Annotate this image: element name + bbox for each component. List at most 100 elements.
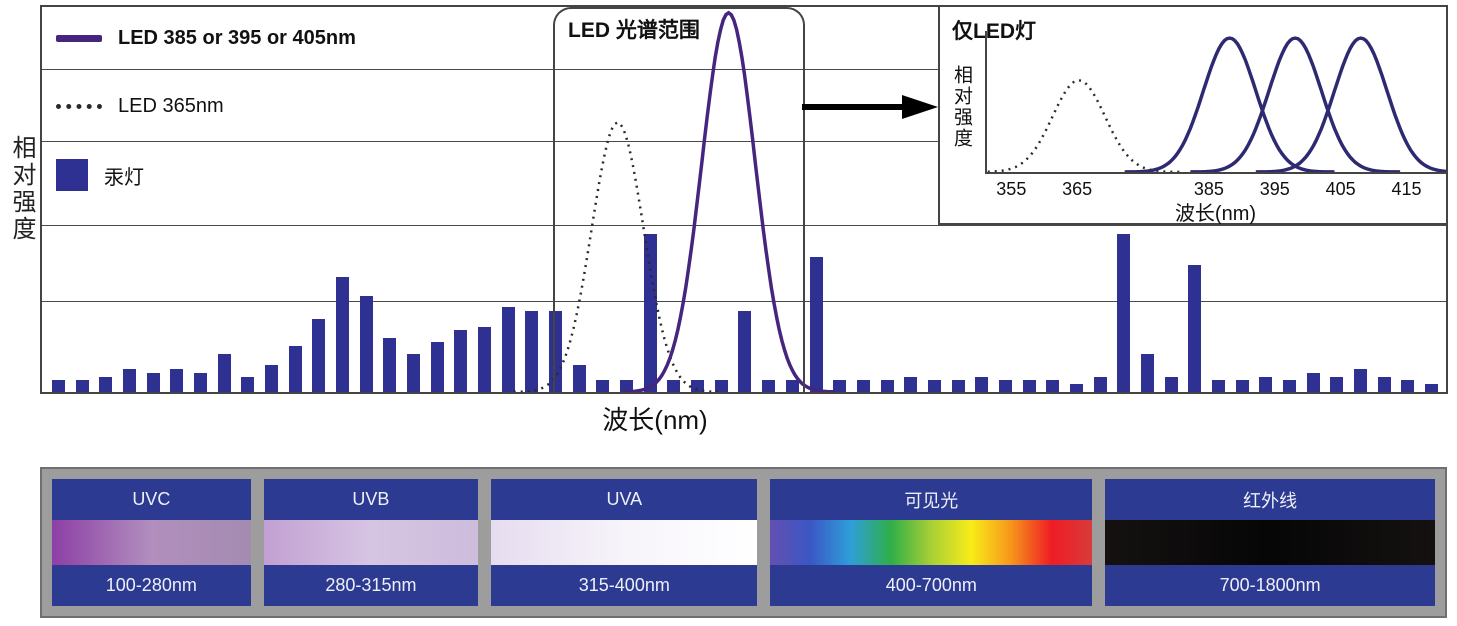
mercury-bar	[52, 380, 65, 392]
mercury-bar	[454, 330, 468, 392]
inset-plot-area	[985, 31, 1446, 174]
mercury-bar	[1235, 380, 1249, 392]
legend-solid-line-swatch	[56, 35, 102, 42]
inset-curves-svg	[987, 36, 1446, 172]
mercury-bar	[1401, 380, 1415, 392]
mercury-bar	[383, 338, 397, 392]
mercury-bar	[1424, 384, 1438, 392]
mercury-bar	[809, 257, 823, 392]
band-infrared-spectrum-strip	[1105, 520, 1435, 565]
mercury-bars	[52, 7, 1438, 392]
mercury-bar	[1282, 380, 1296, 392]
mercury-bar	[549, 311, 563, 392]
spectrum-curve	[1190, 36, 1401, 172]
inset-tick-label: 415	[1391, 179, 1422, 199]
main-y-axis-label: 相对强度	[8, 135, 35, 243]
mercury-bar	[1164, 376, 1178, 392]
inset-tick-label: 355	[996, 179, 1027, 199]
mercury-bar	[1069, 384, 1083, 392]
band-visible: 可见光 400-700nm	[770, 479, 1093, 606]
legend-item-mercury-lamp: 汞灯	[42, 139, 144, 211]
mercury-bar	[359, 295, 373, 392]
inset-tick-label: 365	[1062, 179, 1093, 199]
mercury-bar	[1211, 380, 1225, 392]
legend-label: LED 385 or 395 or 405nm	[118, 27, 356, 49]
mercury-bar	[430, 341, 444, 392]
mercury-bar	[596, 380, 610, 392]
mercury-bar	[1117, 234, 1131, 392]
mercury-bar	[501, 307, 515, 392]
band-visible-spectrum-strip	[770, 520, 1093, 565]
mercury-bar	[312, 318, 326, 392]
gridline	[42, 301, 1446, 303]
mercury-bar	[998, 380, 1012, 392]
band-range: 100-280nm	[52, 565, 251, 606]
arrow-right-icon	[802, 95, 938, 119]
band-range: 315-400nm	[491, 565, 758, 606]
legend-dotted-line-swatch	[56, 103, 102, 109]
inset-x-axis-label: 波长(nm)	[1174, 203, 1257, 225]
mercury-bar	[1093, 376, 1107, 392]
mercury-bar	[643, 234, 657, 392]
gridline	[42, 140, 1446, 142]
band-name: UVC	[52, 479, 251, 520]
led-range-label: LED 光谱范围	[568, 19, 700, 42]
mercury-bar	[525, 311, 539, 392]
band-range: 400-700nm	[770, 565, 1093, 606]
mercury-bar	[1140, 353, 1154, 392]
spectrum-curve	[987, 79, 1184, 172]
mercury-bar	[1022, 380, 1036, 392]
inset-tick-label: 405	[1325, 179, 1356, 199]
mercury-bar	[170, 368, 184, 392]
mercury-bar	[856, 380, 870, 392]
mercury-bar	[691, 380, 705, 392]
legend-square-swatch	[56, 159, 88, 191]
main-chart: LED 光谱范围 LED 385 or 395 or 405nm LED 365…	[40, 5, 1448, 394]
band-uvc-spectrum-strip	[52, 520, 251, 565]
mercury-bar	[1188, 264, 1202, 392]
spectrum-curve	[513, 121, 722, 392]
mercury-bar	[123, 368, 137, 392]
mercury-bar	[1306, 372, 1320, 392]
inset-tick-label: 395	[1259, 179, 1290, 199]
inset-tick-label: 385	[1193, 179, 1224, 199]
mercury-bar	[762, 380, 776, 392]
mercury-bar	[478, 326, 492, 392]
mercury-bar	[194, 372, 208, 392]
band-range: 700-1800nm	[1105, 565, 1435, 606]
mercury-bar	[904, 376, 918, 392]
legend-item-led-385-395-405: LED 385 or 395 or 405nm	[42, 7, 356, 70]
inset-x-ticks: 355 365 385 395 405 415	[940, 179, 1446, 201]
legend-label: LED 365nm	[118, 94, 224, 117]
mercury-bar	[1330, 376, 1344, 392]
led-range-box: LED 光谱范围	[553, 7, 805, 392]
band-range: 280-315nm	[263, 565, 479, 606]
mercury-bar	[1377, 376, 1391, 392]
mercury-bar	[1046, 380, 1060, 392]
mercury-bar	[620, 380, 634, 392]
mercury-bar	[336, 276, 350, 392]
band-uva: UVA 315-400nm	[491, 479, 758, 606]
band-uvb: UVB 280-315nm	[263, 479, 479, 606]
band-uvc: UVC 100-280nm	[52, 479, 251, 606]
spectrum-bands: UVC 100-280nm UVB 280-315nm UVA 315-400nm 可见光 4…	[40, 467, 1447, 618]
mercury-bar	[833, 380, 847, 392]
mercury-bar	[951, 380, 965, 392]
legend-item-led-365: LED 365nm	[42, 70, 224, 142]
spectrum-curve	[1255, 36, 1446, 172]
inset-chart: 仅LED灯 相对强度 355 365 385 395 405 415 波长(nm)	[938, 7, 1446, 225]
band-name: 可见光	[770, 479, 1093, 520]
mercury-bar	[927, 380, 941, 392]
inset-title: 仅LED灯	[952, 20, 1036, 43]
band-uva-spectrum-strip	[491, 520, 758, 565]
mercury-bar	[738, 311, 752, 392]
legend-label: 汞灯	[104, 166, 144, 189]
band-name: UVA	[491, 479, 758, 520]
mercury-bar	[880, 380, 894, 392]
band-uvb-spectrum-strip	[263, 520, 479, 565]
band-name: UVB	[263, 479, 479, 520]
band-infrared: 红外线 700-1800nm	[1105, 479, 1435, 606]
band-name: 红外线	[1105, 479, 1435, 520]
main-x-axis-label: 波长(nm)	[602, 405, 708, 435]
